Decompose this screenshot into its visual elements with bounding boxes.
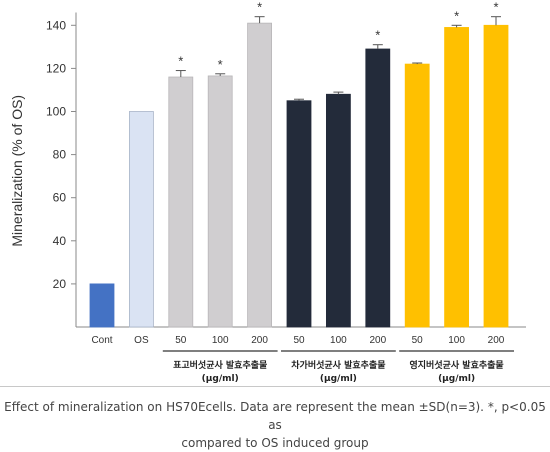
x-tick-label: 200 bbox=[488, 335, 505, 346]
bar bbox=[286, 100, 312, 328]
bar bbox=[128, 111, 154, 328]
x-tick-label: 100 bbox=[212, 335, 229, 346]
bar bbox=[325, 93, 351, 328]
group-label: 차가버섯균사 발효추출물 bbox=[291, 359, 385, 371]
group-unit-label: (μg/ml) bbox=[438, 374, 475, 384]
y-tick-label: 100 bbox=[46, 105, 66, 119]
caption-divider bbox=[0, 386, 550, 387]
group-label: 표고버섯균사 발효추출물 bbox=[173, 359, 267, 371]
mineralization-chart: Mineralization (% of OS) 20 40 60 80 100 120 14… bbox=[9, 0, 526, 384]
x-tick-label: 50 bbox=[175, 335, 187, 346]
bar bbox=[247, 22, 273, 328]
y-axis-label: Mineralization (% of OS) bbox=[9, 95, 25, 247]
chart-svg: Mineralization (% of OS) 20 40 60 80 100 120 14… bbox=[9, 0, 526, 384]
bar bbox=[483, 24, 509, 328]
x-tick-label: 100 bbox=[448, 335, 465, 346]
y-tick-label: 20 bbox=[53, 277, 67, 291]
significance-mark: * bbox=[493, 0, 498, 15]
x-tick-label: OS bbox=[134, 335, 149, 346]
bar bbox=[207, 75, 233, 328]
y-tick-label: 140 bbox=[46, 18, 66, 32]
y-tick-label: 80 bbox=[53, 148, 67, 162]
caption-line-2: compared to OS induced group bbox=[181, 436, 369, 450]
bar bbox=[89, 283, 115, 328]
x-tick-label: Cont bbox=[91, 335, 112, 346]
significance-mark: * bbox=[218, 57, 223, 72]
x-tick-label: 200 bbox=[251, 335, 268, 346]
y-tick-label: 40 bbox=[53, 234, 67, 248]
x-tick-label: 100 bbox=[330, 335, 347, 346]
group-label: 영지버섯균사 발효추출물 bbox=[409, 359, 503, 371]
bar bbox=[444, 27, 470, 328]
figure-caption: Effect of mineralization on HS70Ecells. … bbox=[0, 398, 550, 452]
significance-mark: * bbox=[375, 28, 380, 43]
x-tick-label: 50 bbox=[293, 335, 305, 346]
y-tick-label: 120 bbox=[46, 61, 66, 75]
significance-mark: * bbox=[257, 0, 262, 15]
significance-mark: * bbox=[454, 8, 459, 23]
caption-line-1: Effect of mineralization on HS70Ecells. … bbox=[4, 400, 546, 432]
bar bbox=[365, 48, 391, 328]
bar bbox=[404, 63, 430, 328]
x-tick-label: 50 bbox=[412, 335, 424, 346]
group-unit-label: (μg/ml) bbox=[320, 374, 357, 384]
y-tick-label: 60 bbox=[53, 191, 67, 205]
significance-mark: * bbox=[178, 54, 183, 69]
x-tick-label: 200 bbox=[369, 335, 386, 346]
bar bbox=[168, 76, 194, 328]
group-unit-label: (μg/ml) bbox=[202, 374, 239, 384]
